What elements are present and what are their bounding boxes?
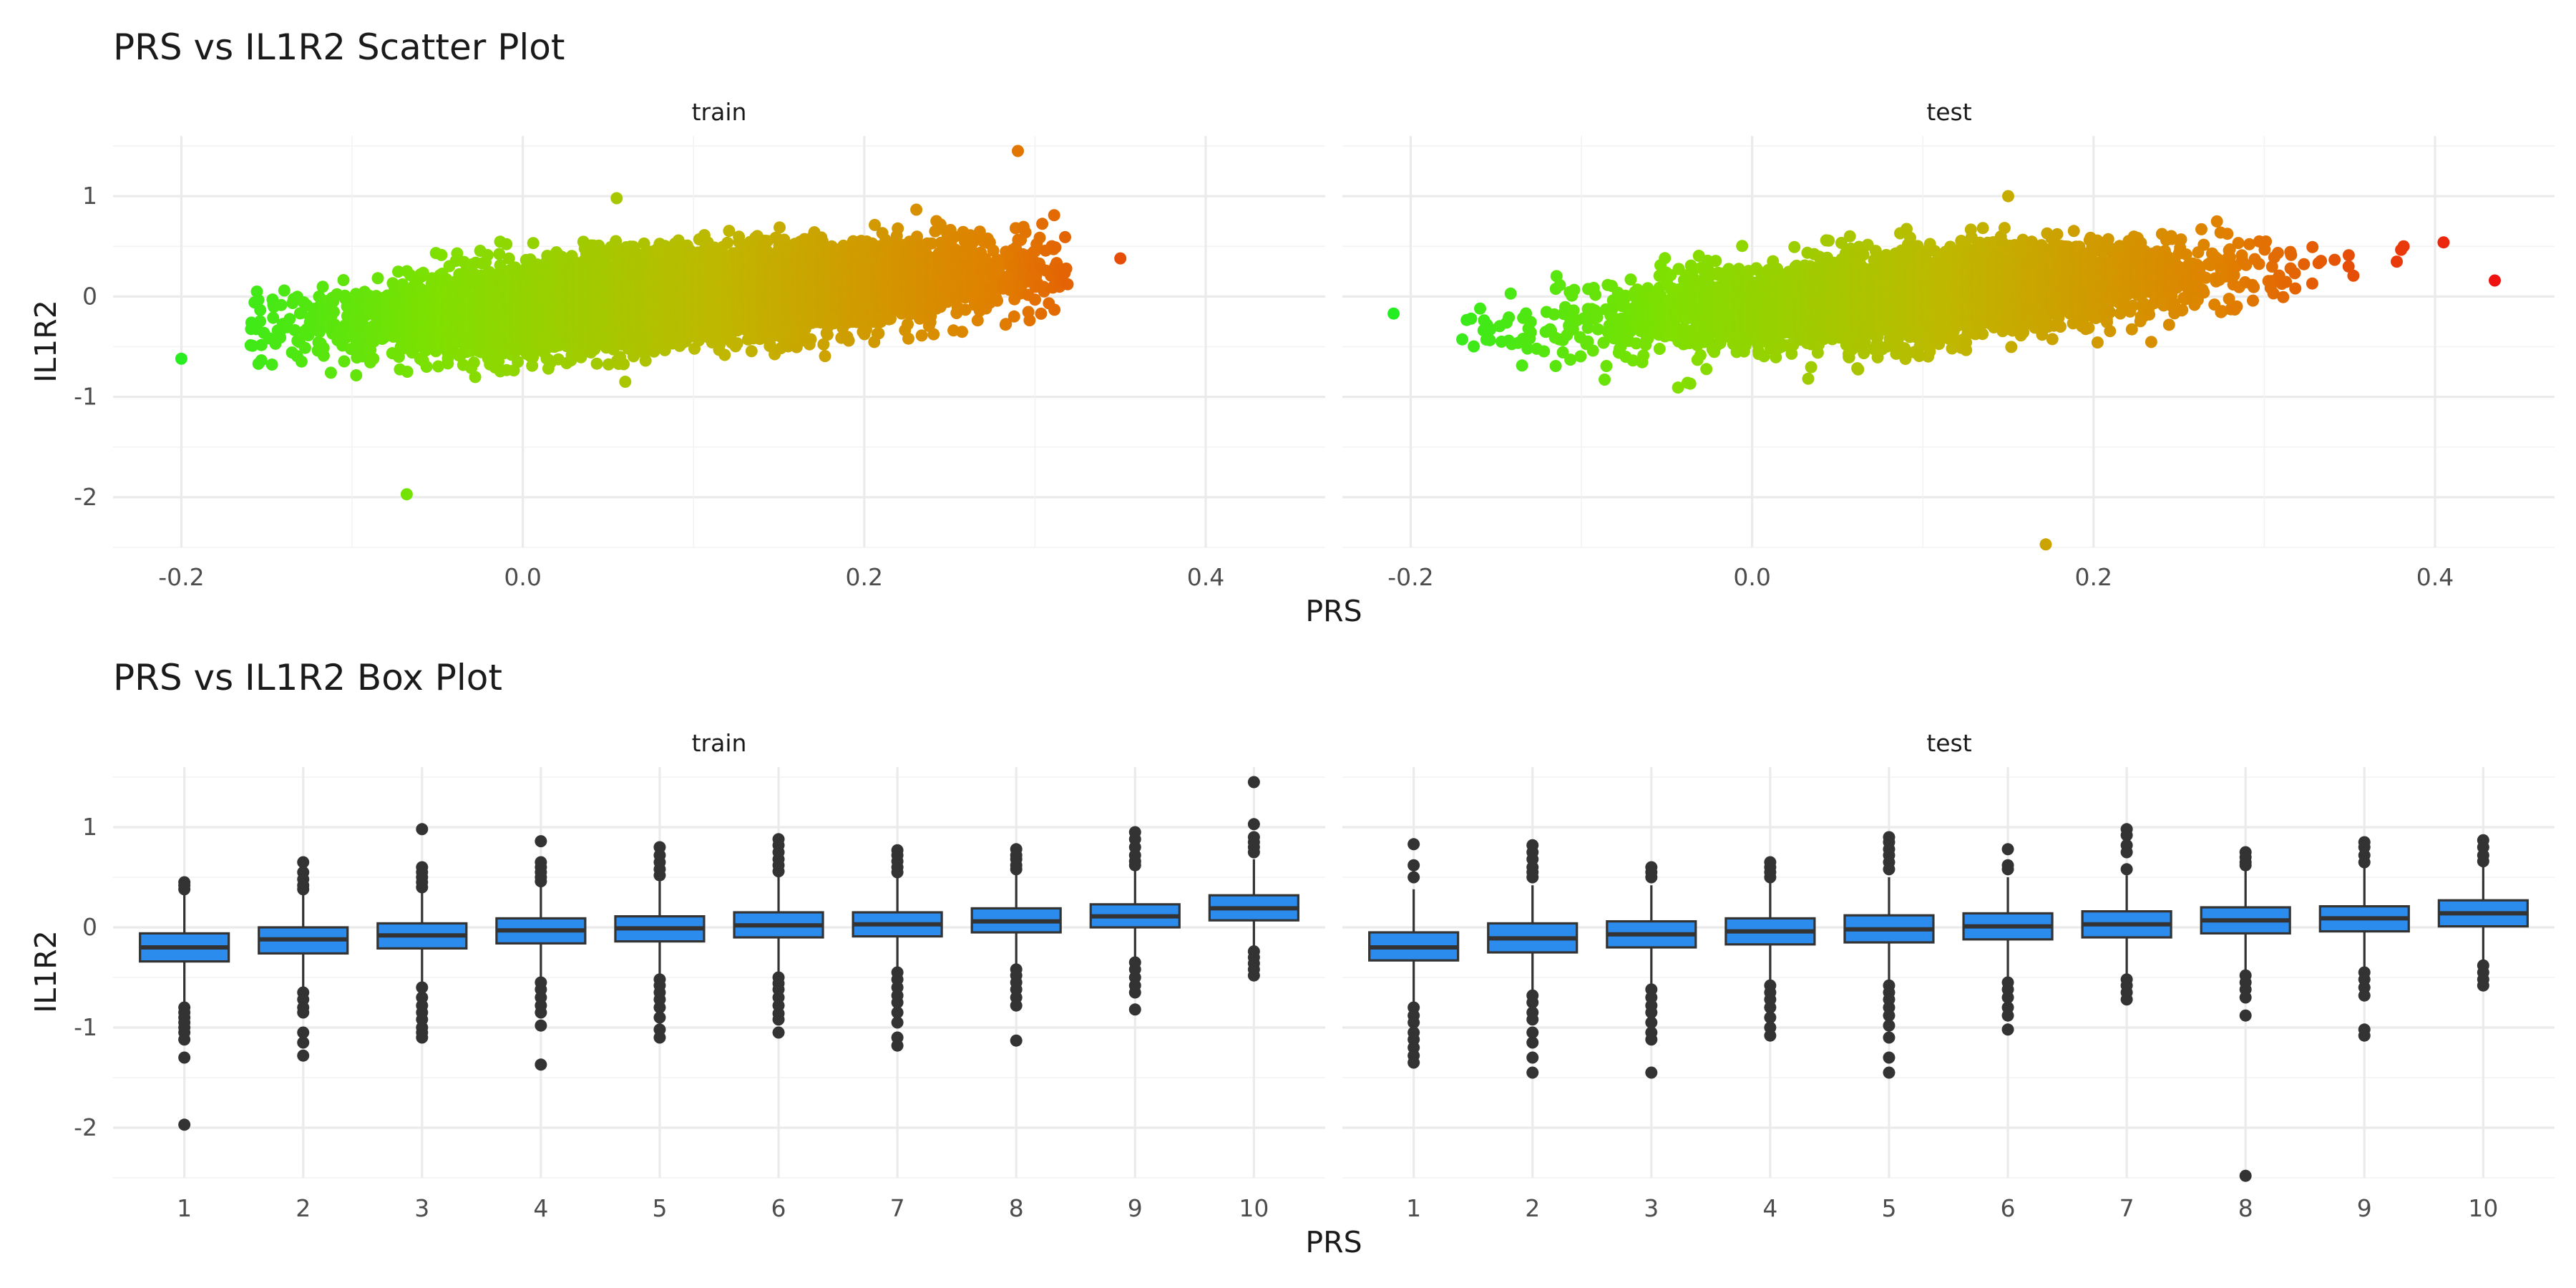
scatter-train-point: [295, 355, 308, 368]
box-title: PRS vs IL1R2 Box Plot: [113, 657, 502, 698]
scatter-train-point: [324, 366, 337, 379]
scatter-train-point: [265, 358, 278, 371]
scatter-train-point: [328, 306, 340, 318]
scatter-train-point: [400, 488, 413, 501]
scatter-strip-train: train: [692, 98, 747, 126]
box-strip-test: test: [1926, 729, 1971, 757]
scatter-train-point: [610, 192, 623, 205]
scatter-train-point: [254, 303, 267, 316]
scatter-train-point: [619, 376, 632, 388]
scatter-train-point: [590, 357, 603, 370]
scatter-y-axis-label: IL1R2: [29, 300, 63, 383]
scatter-train-point: [404, 269, 416, 282]
scatter-train-point: [500, 238, 513, 250]
scatter-train-point: [246, 339, 259, 352]
scatter-train-point: [451, 247, 464, 260]
scatter-train-y-tick-label: 1: [82, 182, 97, 210]
scatter-train-point: [337, 274, 350, 286]
scatter-train-point: [481, 249, 494, 261]
scatter-train-point: [175, 352, 187, 365]
scatter-train-y-tick-label: 0: [82, 282, 97, 310]
scatter-train-point: [275, 298, 288, 311]
scatter-train-x-tick-label: 0.0: [504, 563, 541, 591]
scatter-train-point: [254, 315, 266, 328]
scatter-train-x-tick-label: 0.4: [1187, 563, 1224, 591]
scatter-train-point: [469, 371, 482, 384]
scatter-train-point: [367, 352, 380, 365]
scatter-train-point: [298, 341, 311, 354]
scatter-train-y-tick-label: -1: [74, 383, 97, 411]
scatter-train-point: [527, 237, 540, 250]
scatter-train-point: [338, 355, 351, 368]
box-strip-train: train: [692, 729, 747, 757]
scatter-train-point: [267, 311, 280, 324]
scatter-train-point: [618, 358, 630, 371]
scatter-train-point: [467, 356, 480, 369]
scatter-train-point: [252, 293, 265, 306]
scatter-strip-test: test: [1926, 98, 1971, 126]
box-y-axis-label: IL1R2: [29, 930, 63, 1013]
scatter-train-point: [316, 280, 329, 293]
scatter-train-point: [392, 265, 404, 278]
scatter-train-x-tick-label: 0.2: [846, 563, 883, 591]
scatter-train-point: [317, 349, 330, 362]
scatter-train-y-tick-label: -2: [74, 483, 97, 511]
scatter-train-point: [278, 284, 291, 297]
scatter-train-point: [639, 354, 652, 367]
scatter-train-x-tick-label: -0.2: [158, 563, 204, 591]
box-x-axis-label: PRS: [1305, 1225, 1362, 1259]
scatter-train-point: [420, 361, 433, 373]
scatter-train-point: [432, 360, 444, 373]
scatter-train-point: [435, 248, 448, 261]
scatter-train-point: [255, 354, 268, 367]
scatter-train-point: [401, 366, 414, 378]
scatter-train-point: [283, 313, 296, 326]
scatter-x-axis-label: PRS: [1305, 594, 1362, 628]
scatter-title: PRS vs IL1R2 Scatter Plot: [113, 26, 565, 68]
scatter-train-point: [416, 266, 429, 279]
scatter-train-point: [350, 369, 363, 381]
scatter-panel-train: -2 -1 0 1 -0.2 0.0 0.2 0.4: [74, 136, 1325, 591]
scatter-train-point: [288, 324, 301, 336]
scatter-train-point: [371, 272, 384, 285]
